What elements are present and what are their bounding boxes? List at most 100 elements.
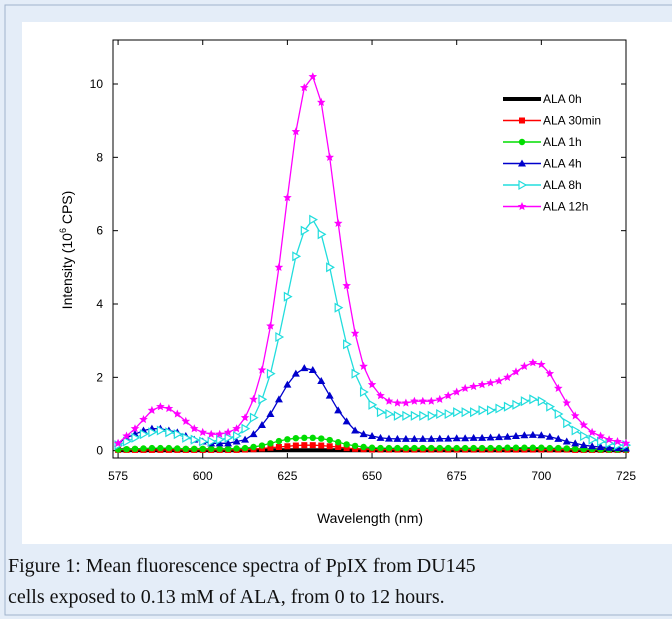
- marker: [461, 407, 471, 418]
- plot-area: 575 600 625 650 675 700 725 0 2 4 6 8 10 ALA 0h ALA 30…: [90, 39, 636, 483]
- marker: [258, 394, 268, 405]
- legend-label: ALA 30min: [543, 114, 601, 128]
- marker: [283, 193, 292, 202]
- marker: [283, 380, 292, 388]
- marker: [511, 432, 520, 439]
- marker: [469, 382, 478, 391]
- marker: [410, 434, 419, 442]
- marker: [384, 396, 394, 405]
- marker: [494, 376, 504, 385]
- marker: [384, 434, 393, 442]
- marker: [156, 425, 166, 436]
- marker: [139, 429, 149, 440]
- marker: [452, 434, 461, 442]
- marker: [419, 410, 429, 421]
- marker: [267, 444, 274, 451]
- legend-label: ALA 4h: [543, 157, 582, 171]
- marker: [191, 445, 198, 453]
- marker: [470, 407, 479, 418]
- marker: [511, 367, 521, 376]
- marker: [418, 396, 428, 405]
- marker: [604, 435, 614, 444]
- marker: [300, 83, 309, 92]
- marker: [443, 391, 453, 400]
- marker: [182, 445, 190, 453]
- marker: [224, 432, 234, 443]
- marker: [580, 430, 589, 442]
- marker: [343, 339, 352, 350]
- marker: [147, 405, 157, 414]
- marker: [309, 434, 316, 442]
- marker: [588, 434, 598, 445]
- marker: [486, 405, 496, 416]
- marker: [317, 97, 326, 106]
- marker: [572, 445, 579, 453]
- marker: [343, 441, 350, 448]
- marker: [139, 415, 148, 424]
- marker: [291, 369, 300, 377]
- marker: [486, 378, 495, 387]
- marker: [308, 72, 318, 81]
- marker: [267, 440, 274, 447]
- marker: [546, 401, 556, 412]
- marker: [199, 445, 206, 453]
- marker: [517, 202, 527, 211]
- marker: [478, 405, 488, 416]
- marker: [376, 433, 385, 441]
- marker: [545, 432, 554, 440]
- marker: [241, 435, 250, 443]
- marker: [334, 302, 344, 313]
- marker: [274, 395, 283, 403]
- marker: [410, 396, 419, 405]
- marker: [435, 434, 444, 442]
- marker: [518, 138, 526, 146]
- marker: [621, 438, 631, 447]
- marker: [206, 429, 216, 438]
- marker: [444, 408, 454, 420]
- marker: [529, 394, 539, 405]
- marker: [571, 439, 580, 447]
- marker: [182, 432, 192, 443]
- marker: [130, 424, 140, 433]
- marker: [563, 418, 572, 429]
- marker: [453, 444, 460, 452]
- marker: [359, 430, 368, 438]
- marker: [274, 262, 284, 271]
- marker: [545, 369, 555, 378]
- marker: [521, 444, 528, 451]
- marker: [554, 383, 563, 392]
- marker: [309, 214, 318, 225]
- marker: [597, 436, 606, 447]
- marker: [520, 431, 529, 439]
- marker: [325, 391, 334, 399]
- marker: [275, 444, 282, 450]
- plot-frame: [112, 39, 627, 459]
- marker: [266, 321, 275, 330]
- marker: [503, 372, 512, 381]
- marker: [393, 410, 403, 421]
- marker: [257, 365, 267, 374]
- x-tick-label: 650: [362, 469, 382, 483]
- marker: [240, 413, 250, 422]
- marker: [216, 434, 225, 445]
- marker: [368, 399, 378, 410]
- marker: [249, 412, 259, 423]
- marker: [223, 427, 233, 436]
- series: [113, 72, 631, 447]
- marker: [410, 410, 420, 421]
- marker: [292, 251, 302, 262]
- marker: [368, 444, 376, 451]
- marker: [579, 420, 588, 429]
- marker: [249, 394, 258, 403]
- marker: [554, 408, 564, 420]
- marker: [301, 434, 308, 442]
- marker: [453, 407, 462, 418]
- marker: [224, 439, 233, 447]
- marker: [445, 444, 452, 452]
- marker: [335, 444, 342, 450]
- marker: [427, 396, 436, 405]
- marker: [351, 442, 359, 450]
- marker: [359, 361, 368, 370]
- marker: [275, 437, 283, 445]
